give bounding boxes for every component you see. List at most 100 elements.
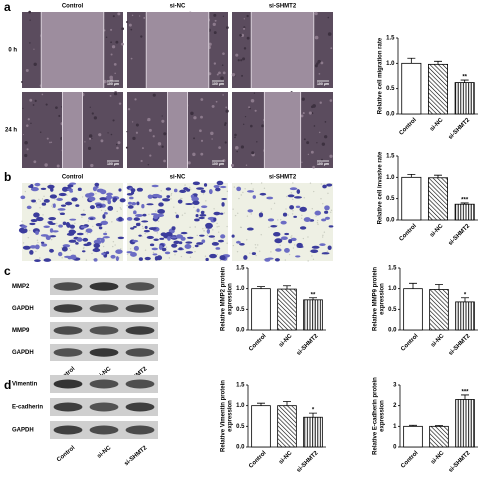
pore xyxy=(315,215,317,217)
stained-cell xyxy=(65,222,70,227)
stained-cell xyxy=(58,224,63,228)
cell-texture xyxy=(261,124,265,128)
pore xyxy=(39,207,41,209)
cell-texture xyxy=(91,137,93,140)
stained-cell xyxy=(118,216,123,222)
stained-cell xyxy=(115,249,123,254)
stained-cell xyxy=(186,188,191,192)
cell-texture xyxy=(56,164,60,168)
stained-cell xyxy=(215,247,221,250)
pore xyxy=(69,249,72,252)
cell-texture xyxy=(143,17,146,19)
cell-texture xyxy=(249,107,251,110)
pore xyxy=(42,214,44,216)
stained-cell xyxy=(141,204,145,209)
x-tick-label: si-SHMT2 xyxy=(448,117,472,141)
stained-cell xyxy=(175,234,184,239)
cell-texture xyxy=(231,73,236,77)
error-bar xyxy=(257,286,265,289)
stained-cell xyxy=(149,243,155,247)
cell-texture xyxy=(103,79,107,84)
error-bar xyxy=(283,285,291,290)
cell-texture xyxy=(243,47,247,50)
y-axis-label: Relative MMP2 protein xyxy=(221,267,227,331)
stained-cell xyxy=(80,225,88,229)
pore xyxy=(259,250,261,252)
stained-cell xyxy=(231,234,235,238)
stained-cell xyxy=(200,210,205,215)
stained-cell xyxy=(29,245,37,249)
stained-cell xyxy=(138,234,142,237)
stained-cell xyxy=(100,220,109,225)
stained-cell xyxy=(294,196,302,199)
pore xyxy=(292,247,295,249)
cell-texture xyxy=(135,131,139,134)
pore xyxy=(37,241,39,244)
stained-cell xyxy=(71,197,78,202)
stained-cell xyxy=(57,208,66,211)
pore xyxy=(170,192,173,195)
stained-cell xyxy=(326,183,333,187)
error-bar xyxy=(407,173,416,178)
cell-texture xyxy=(303,138,306,141)
stained-cell xyxy=(196,242,204,245)
blot-band xyxy=(125,425,155,435)
y-tick-label: 0.5 xyxy=(236,424,245,430)
cell-texture xyxy=(310,150,314,154)
pore xyxy=(202,193,205,195)
cell-texture xyxy=(152,135,155,138)
x-tick-label: si-SHMT2 xyxy=(448,450,472,474)
stained-cell xyxy=(59,212,65,216)
cell-texture xyxy=(25,69,29,72)
stained-cell xyxy=(252,195,256,199)
stained-cell xyxy=(195,214,199,218)
x-tick-label: Control xyxy=(248,450,268,470)
pore xyxy=(204,255,207,257)
cell-texture xyxy=(327,16,330,19)
pore xyxy=(290,192,293,194)
stained-cell xyxy=(119,198,126,203)
pore xyxy=(291,235,293,237)
stained-cell xyxy=(138,257,143,261)
x-tick-label: Control xyxy=(399,223,419,243)
pore xyxy=(83,209,85,211)
significance-mark: * xyxy=(464,292,467,298)
cell-texture xyxy=(314,35,319,40)
pore xyxy=(330,209,333,212)
stained-cell xyxy=(185,251,193,254)
pore xyxy=(60,247,63,249)
stained-cell xyxy=(201,205,208,209)
cell-texture xyxy=(240,145,244,149)
pore xyxy=(284,259,287,261)
stained-cell xyxy=(159,237,165,240)
pore xyxy=(218,225,220,228)
stained-cell xyxy=(171,243,178,248)
stained-cell xyxy=(192,181,200,186)
stained-cell xyxy=(82,237,89,242)
scale-bar-label: 100 μm xyxy=(212,162,224,166)
y-tick-label: 1 xyxy=(393,424,397,430)
pore xyxy=(194,250,196,253)
stained-cell xyxy=(220,234,226,239)
stained-cell xyxy=(158,202,164,207)
stained-cell xyxy=(58,251,63,257)
stained-cell xyxy=(186,236,194,239)
pore xyxy=(286,195,288,198)
pore xyxy=(232,244,235,247)
cell-texture xyxy=(110,41,112,44)
pore xyxy=(226,225,228,228)
stained-cell xyxy=(48,216,56,221)
stained-cell xyxy=(58,192,67,197)
y-axis-label: expression xyxy=(228,283,234,315)
stained-cell xyxy=(243,255,248,260)
significance-mark: *** xyxy=(461,198,469,204)
pore xyxy=(126,204,128,207)
stained-cell xyxy=(56,197,63,201)
stained-cell xyxy=(80,213,86,216)
cell-texture xyxy=(313,125,316,127)
pore xyxy=(24,190,27,193)
y-tick-label: 0.0 xyxy=(386,112,395,118)
cell-texture xyxy=(109,94,112,97)
cell-texture xyxy=(256,141,258,143)
pore xyxy=(320,198,322,200)
